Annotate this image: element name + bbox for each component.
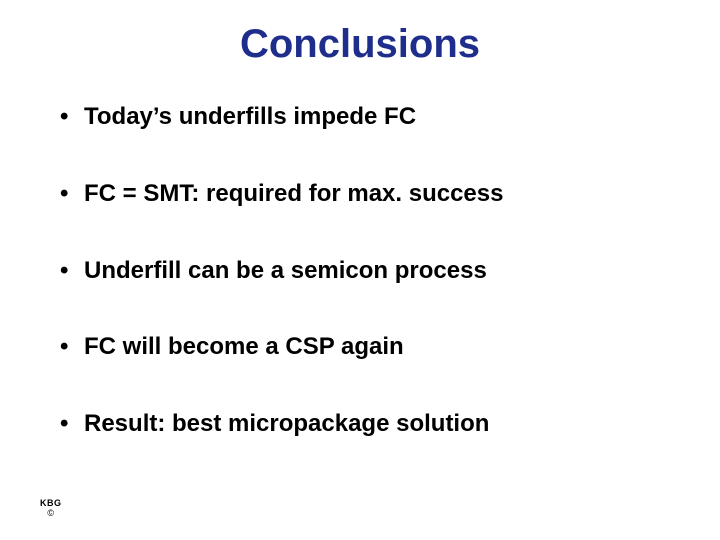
bullet-item: Result: best micropackage solution: [60, 410, 680, 439]
slide: Conclusions Today’s underfills impede FC…: [0, 0, 720, 540]
footer: KBG ©: [40, 499, 62, 518]
bullet-item: Underfill can be a semicon process: [60, 257, 680, 286]
bullet-item: FC will become a CSP again: [60, 333, 680, 362]
footer-copyright: ©: [40, 509, 62, 518]
slide-title: Conclusions: [40, 22, 680, 67]
bullet-list: Today’s underfills impede FC FC = SMT: r…: [40, 103, 680, 439]
bullet-item: FC = SMT: required for max. success: [60, 180, 680, 209]
bullet-item: Today’s underfills impede FC: [60, 103, 680, 132]
